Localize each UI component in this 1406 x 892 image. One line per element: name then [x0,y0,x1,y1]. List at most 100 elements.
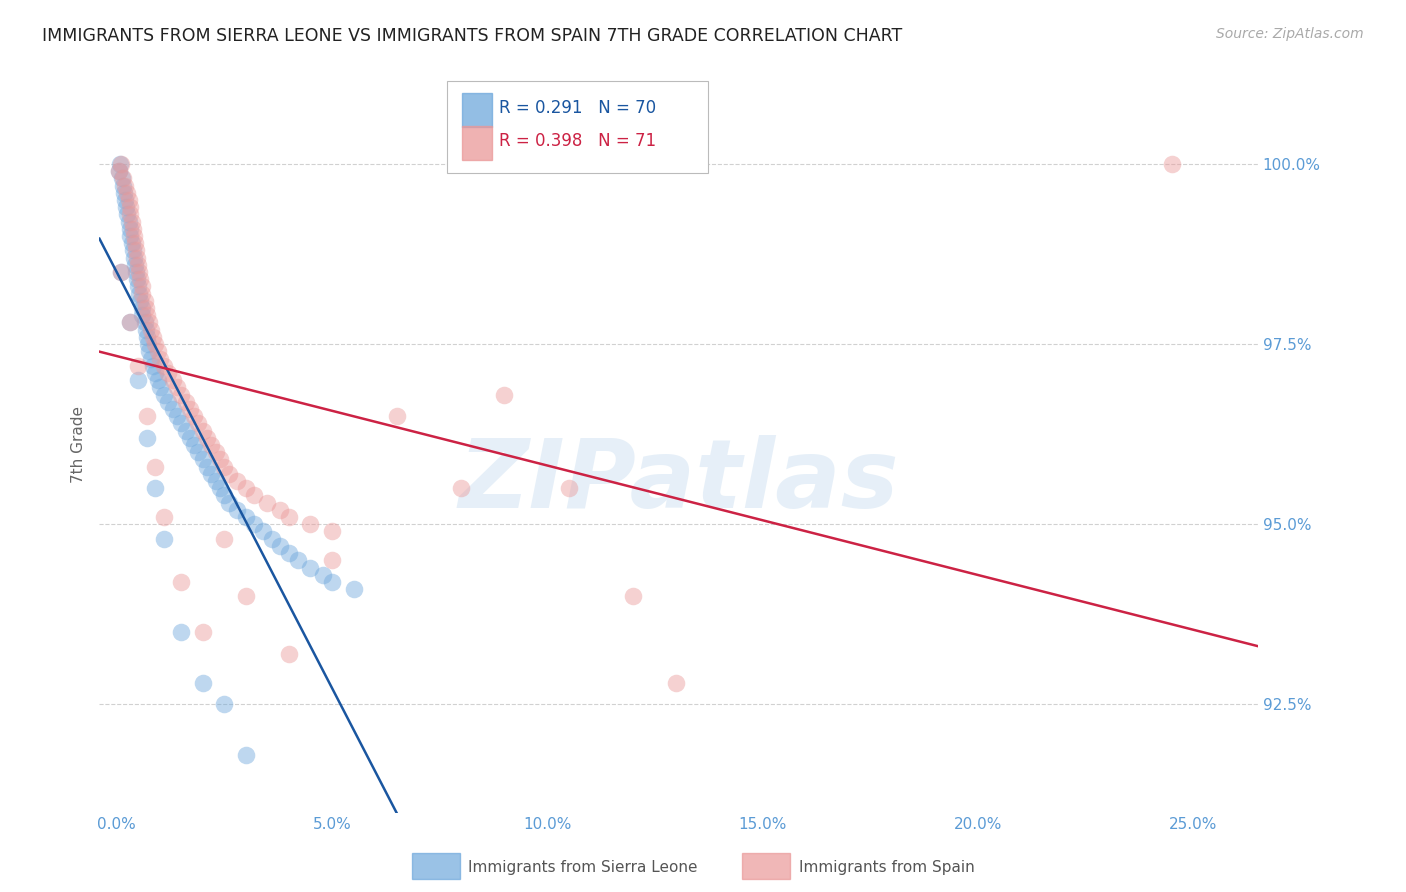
Point [138,344,160,359]
Point [157,394,180,409]
Point [110,265,132,279]
Point [131,286,153,301]
Point [110,157,132,171]
Point [153,532,176,546]
Point [135,308,157,322]
Point [112,171,135,186]
Point [153,359,176,373]
Point [124,258,146,272]
Point [112,186,135,200]
Point [321,553,343,567]
Text: Immigrants from Spain: Immigrants from Spain [799,860,974,874]
Point [145,481,167,495]
Point [191,452,214,467]
Point [243,517,266,532]
Point [128,265,150,279]
Point [125,265,148,279]
Point [129,272,152,286]
Point [153,510,176,524]
Point [287,553,309,567]
Point [494,387,516,401]
Point [128,286,150,301]
Point [134,316,156,330]
Point [121,236,143,251]
Point [195,459,218,474]
Point [187,417,209,431]
Point [226,474,249,488]
Point [226,503,249,517]
Point [135,323,157,337]
Point [235,481,257,495]
Point [122,221,145,235]
Point [235,747,257,762]
Point [252,524,274,539]
Point [118,200,141,214]
Point [183,438,205,452]
Point [142,330,165,344]
Point [120,229,142,244]
Point [183,409,205,424]
Point [166,380,188,394]
Point [218,467,240,481]
Point [191,675,214,690]
Point [122,244,145,258]
Point [260,532,283,546]
Point [122,251,145,265]
Point [142,359,165,373]
Point [118,221,141,235]
Point [127,359,149,373]
Point [162,401,184,416]
Point [145,337,167,351]
Point [235,510,257,524]
Point [299,517,322,532]
Point [118,316,141,330]
Point [115,200,138,214]
Point [200,438,222,452]
Point [312,567,335,582]
Point [153,387,176,401]
Point [121,214,143,228]
Point [170,625,193,640]
Point [269,503,291,517]
Point [558,481,581,495]
Y-axis label: 7th Grade: 7th Grade [72,407,86,483]
Point [108,164,131,178]
Point [127,279,149,293]
Point [170,387,193,401]
Point [134,293,156,308]
Point [1160,157,1182,171]
Point [179,401,201,416]
Text: Immigrants from Sierra Leone: Immigrants from Sierra Leone [468,860,697,874]
Point [127,373,149,387]
Point [321,574,343,589]
Point [120,207,142,221]
FancyBboxPatch shape [463,126,492,160]
Point [110,265,132,279]
Point [623,590,645,604]
Point [131,308,153,322]
Point [108,164,131,178]
Point [118,214,141,228]
Point [111,171,134,186]
Text: IMMIGRANTS FROM SIERRA LEONE VS IMMIGRANTS FROM SPAIN 7TH GRADE CORRELATION CHAR: IMMIGRANTS FROM SIERRA LEONE VS IMMIGRAN… [42,27,903,45]
Point [146,344,169,359]
Point [114,178,136,193]
Point [135,330,157,344]
Text: R = 0.291   N = 70: R = 0.291 N = 70 [499,99,657,118]
Point [214,459,236,474]
Point [124,236,146,251]
Point [117,186,139,200]
FancyBboxPatch shape [447,81,707,173]
Point [187,445,209,459]
Point [195,431,218,445]
Point [385,409,408,424]
Text: ZIPatlas: ZIPatlas [458,435,898,528]
Point [129,293,152,308]
Point [191,625,214,640]
Point [112,178,135,193]
Point [166,409,188,424]
Point [235,590,257,604]
Point [214,488,236,502]
Point [218,496,240,510]
Point [118,316,141,330]
